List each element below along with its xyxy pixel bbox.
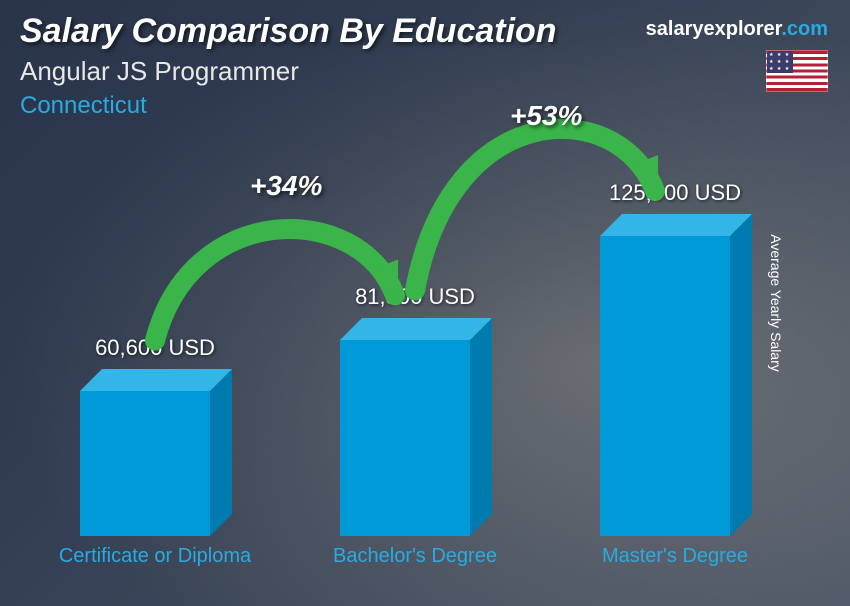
chart-location: Connecticut [20, 92, 147, 120]
arc-percent-label: +34% [250, 170, 322, 202]
chart-subtitle: Angular JS Programmer [20, 56, 299, 87]
bar-category-label: Bachelor's Degree [315, 544, 515, 568]
bar-front [600, 236, 730, 536]
bar-side [730, 214, 752, 536]
bar-front [80, 391, 210, 536]
bar-group: 60,600 USDCertificate or Diploma [80, 391, 230, 536]
chart-canvas: Salary Comparison By Education Angular J… [0, 0, 850, 606]
bar-top [80, 369, 232, 391]
bar-side [470, 318, 492, 536]
bar-side [210, 369, 232, 536]
bar-front [340, 340, 470, 536]
brand-label: salaryexplorer.com [646, 18, 828, 41]
brand-name: salaryexplorer [646, 18, 782, 40]
bar-value-label: 125,000 USD [575, 180, 775, 206]
bar-group: 125,000 USDMaster's Degree [600, 236, 750, 536]
bar-category-label: Master's Degree [575, 544, 775, 568]
arc-percent-label: +53% [510, 100, 582, 132]
flag-icon [766, 50, 828, 92]
bar-category-label: Certificate or Diploma [55, 544, 255, 568]
bar-group: 81,500 USDBachelor's Degree [340, 340, 490, 536]
bar-value-label: 81,500 USD [315, 284, 515, 310]
bar-value-label: 60,600 USD [55, 335, 255, 361]
chart-title: Salary Comparison By Education [20, 12, 557, 51]
bar-top [600, 214, 752, 236]
brand-suffix: .com [781, 18, 828, 40]
chart-area: 60,600 USDCertificate or Diploma 81,500 U… [50, 140, 780, 536]
bar-top [340, 318, 492, 340]
